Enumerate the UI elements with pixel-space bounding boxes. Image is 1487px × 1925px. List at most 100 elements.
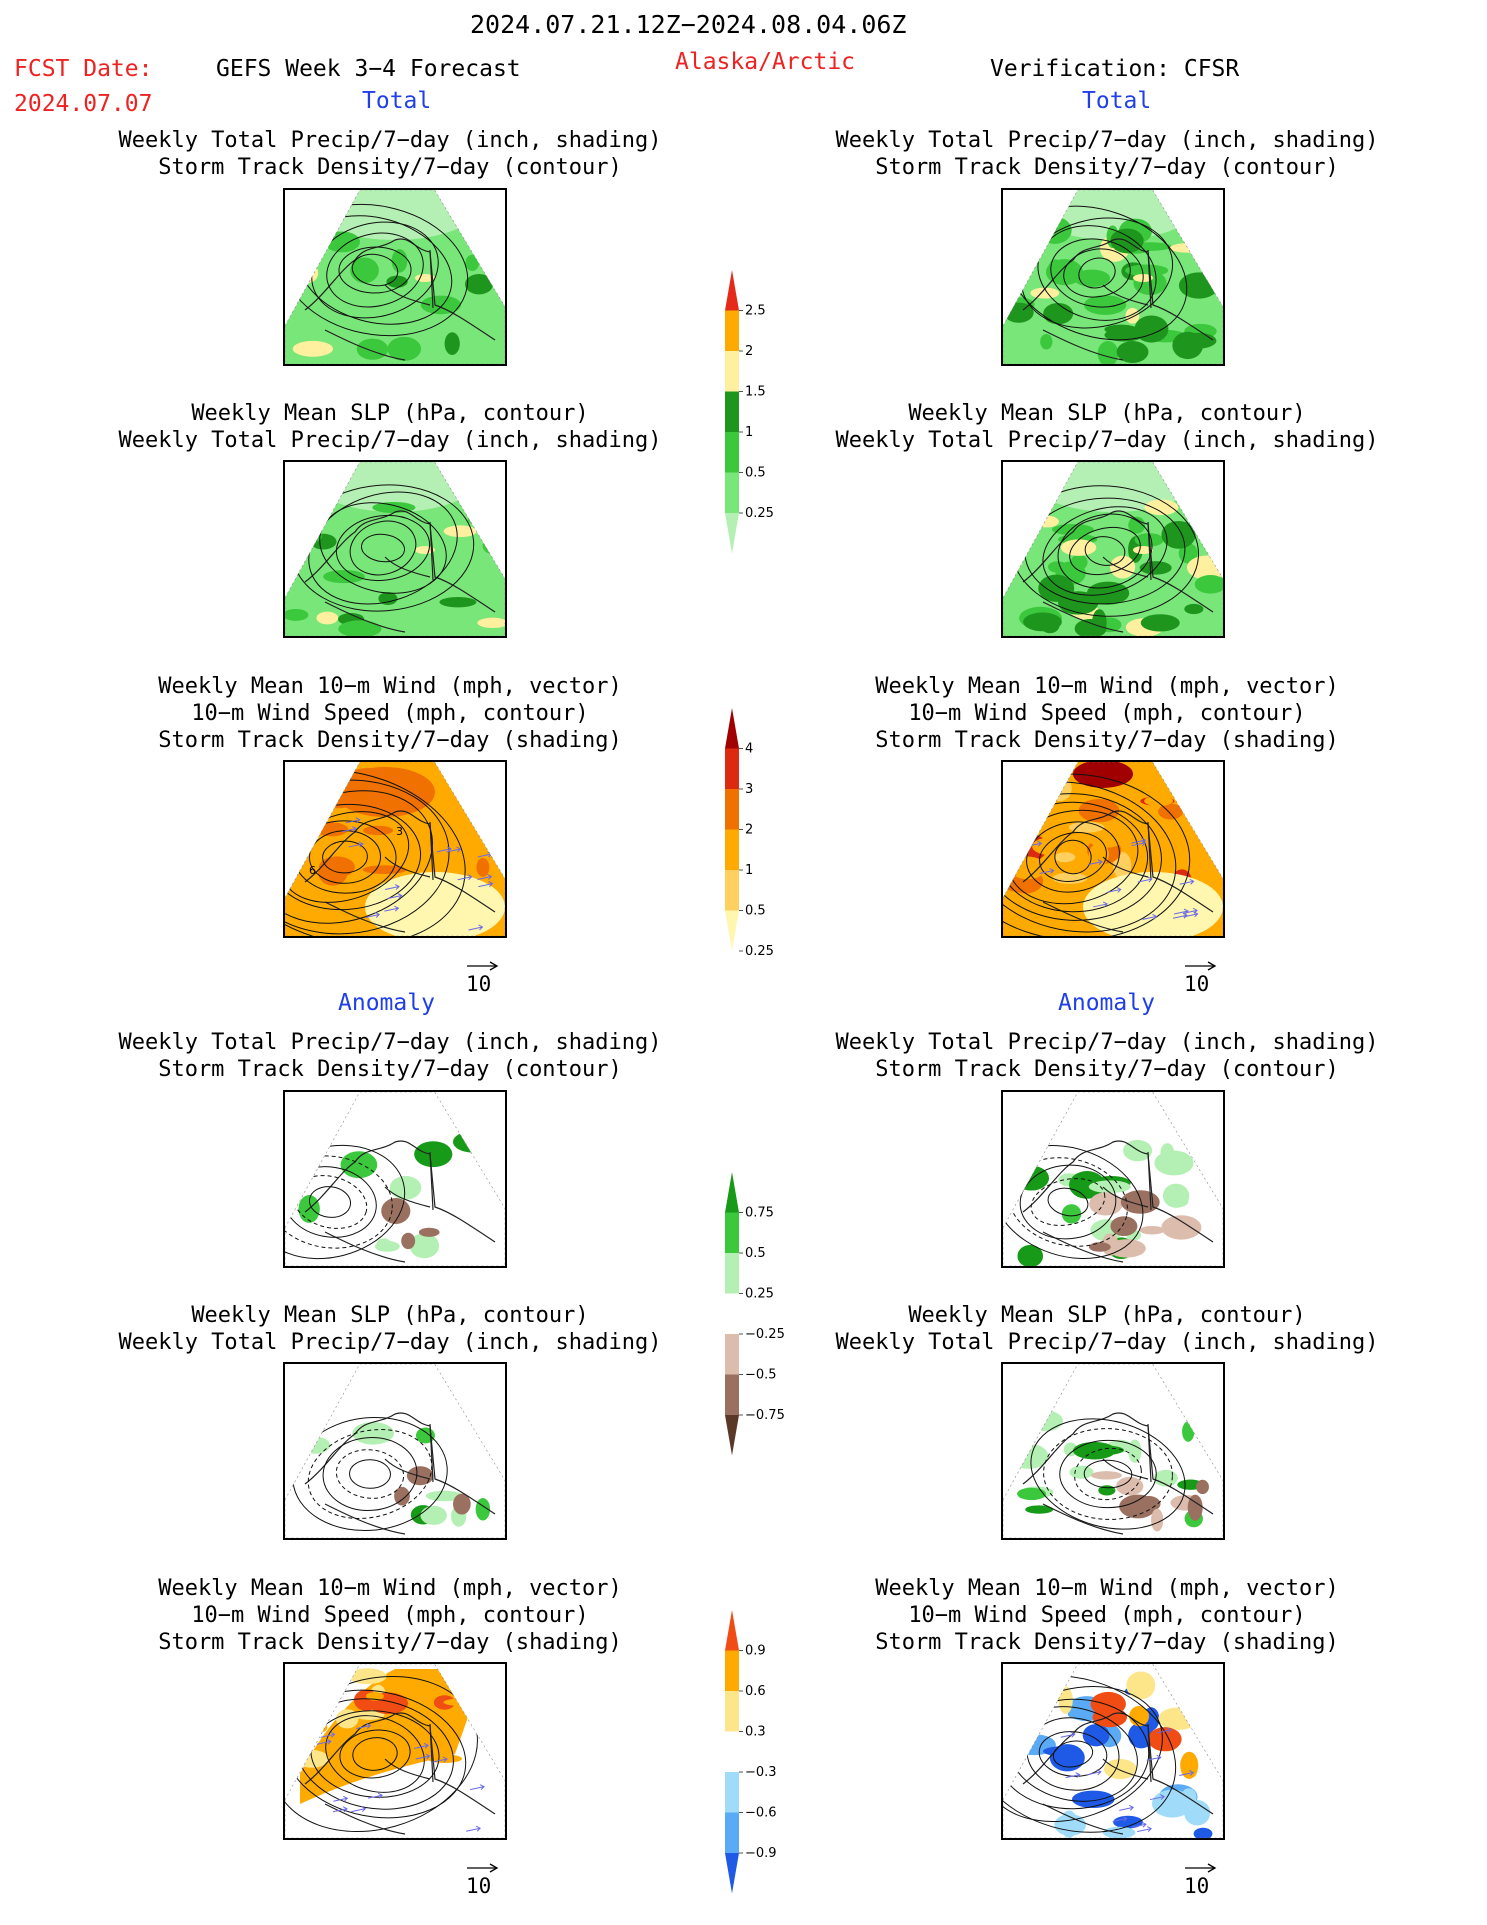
- shaded-region: [1078, 798, 1120, 823]
- colorbar-segment: [725, 1253, 739, 1294]
- map-panel-anom-wind-fcst: [283, 1662, 507, 1840]
- shaded-region: [1083, 872, 1223, 936]
- shaded-region: [1088, 1242, 1111, 1252]
- shaded-region: [1140, 614, 1180, 632]
- contour-line: [349, 520, 417, 576]
- map-plot: [285, 1664, 505, 1838]
- shaded-region: [469, 226, 505, 236]
- shaded-region: [1126, 1671, 1156, 1700]
- coastline: [1022, 1140, 1214, 1263]
- map-panel-total-wind-fcst: [283, 760, 507, 938]
- wind-vector: [469, 1784, 485, 1791]
- map-panel-anom-slp-fcst: [283, 1362, 507, 1540]
- shaded-region: [1034, 515, 1059, 528]
- panel-title-precip-storm: Weekly Total Precip/7−day (inch, shading…: [835, 128, 1379, 180]
- shaded-region: [452, 1131, 494, 1153]
- wind-vector: [1112, 1816, 1128, 1822]
- contour-line: [285, 1155, 393, 1249]
- reference-arrow-icon: [467, 961, 499, 971]
- wind-vector: [414, 1742, 429, 1749]
- panel-title-wind-storm: Weekly Mean 10−m Wind (mph, vector) 10−m …: [158, 1576, 622, 1655]
- shaded-region: [1103, 1759, 1137, 1780]
- shaded-region: [1116, 1476, 1144, 1496]
- wind-vector: [1146, 1754, 1162, 1761]
- shaded-region: [314, 822, 349, 837]
- shaded-region: [482, 537, 503, 554]
- wind-vector: [466, 1825, 481, 1832]
- shaded-region: [1088, 843, 1110, 866]
- colorbar-segment: [725, 432, 739, 473]
- fcst-date-label: FCST Date:: [14, 56, 153, 82]
- coastline: [1022, 1412, 1214, 1535]
- contour-line: [311, 221, 439, 319]
- shaded-region: [1147, 1727, 1182, 1752]
- colorbar-segment: [725, 1650, 739, 1691]
- shaded-region: [1037, 216, 1072, 244]
- contour-line: [1003, 781, 1177, 933]
- shaded-region: [1091, 1471, 1122, 1480]
- colorbar-extend-high: [725, 1610, 739, 1651]
- colorbar-segment: [725, 391, 739, 432]
- map-panel-total-slp-verif: [1001, 460, 1225, 638]
- shaded-region: [406, 1466, 434, 1486]
- shaded-region: [1128, 516, 1146, 534]
- shaded-region: [401, 1232, 416, 1250]
- shaded-region: [1073, 269, 1111, 287]
- shaded-region: [444, 332, 460, 356]
- wind-vector: [1179, 1770, 1195, 1776]
- colorbar-tick-label: 0.25: [745, 1287, 774, 1302]
- shaded-region: [316, 611, 339, 625]
- shaded-region: [363, 825, 394, 836]
- colorbar-extend-low: [725, 1853, 739, 1894]
- map-plot: [1003, 1092, 1223, 1266]
- shaded-region: [323, 570, 365, 584]
- map-panel-anom-wind-verif: [1001, 1662, 1225, 1840]
- shaded-region: [1184, 603, 1204, 615]
- contour-line: [1003, 1698, 1150, 1810]
- shaded-region: [1187, 1494, 1203, 1521]
- shaded-region: [465, 254, 480, 271]
- shaded-region: [1102, 1826, 1136, 1838]
- shaded-region: [1133, 546, 1153, 554]
- shaded-region: [1017, 1244, 1044, 1266]
- map-plot: [285, 462, 505, 636]
- shaded-region: [1023, 612, 1062, 632]
- contour-line: [285, 811, 410, 903]
- reference-arrow-icon: [1185, 961, 1217, 971]
- shaded-region: [1043, 302, 1074, 325]
- reference-vector: 10: [1184, 957, 1218, 996]
- contour-line: [308, 491, 458, 605]
- map-panel-anom-precip-verif: [1001, 1090, 1225, 1268]
- panel-title-precip-storm: Weekly Total Precip/7−day (inch, shading…: [835, 1030, 1379, 1082]
- reference-vector: 10: [466, 1859, 500, 1898]
- map-plot: [285, 190, 505, 364]
- contour-line: [1039, 832, 1107, 882]
- colorbar-precip-anomaly: 0.75 0.5 0.25 −0.25 −0.5 −0.75: [725, 1172, 785, 1456]
- shaded-region: [1158, 1707, 1199, 1731]
- shaded-region: [1170, 1193, 1189, 1208]
- colorbar-tick-label: 0.75: [745, 1206, 774, 1221]
- contour-line: [1054, 839, 1092, 875]
- shaded-region: [1047, 561, 1068, 573]
- contour-line: [1063, 248, 1131, 298]
- shaded-region: [305, 190, 485, 240]
- shaded-region: [1194, 574, 1223, 594]
- shaded-region: [338, 620, 382, 636]
- shaded-region: [415, 1427, 435, 1444]
- shaded-region: [1144, 499, 1179, 516]
- contour-line: [285, 1166, 377, 1238]
- date-range-title: 2024.07.21.12Z−2024.08.04.06Z: [470, 10, 907, 39]
- contour-line: [1084, 536, 1126, 566]
- shaded-region: [414, 1141, 453, 1168]
- forecast-title: GEFS Week 3−4 Forecast: [216, 56, 521, 82]
- colorbar-segment: [725, 1334, 739, 1375]
- map-panel-anom-precip-fcst: [283, 1090, 507, 1268]
- reference-vector-label: 10: [1184, 1874, 1210, 1898]
- colorbar-extend-high: [725, 708, 739, 749]
- shaded-region: [1180, 1751, 1199, 1779]
- shaded-region: [386, 275, 408, 288]
- reference-vector-label: 10: [466, 1874, 492, 1898]
- shaded-region: [348, 1668, 387, 1685]
- contour-line: [339, 1729, 411, 1779]
- contour-line: [1083, 1459, 1133, 1489]
